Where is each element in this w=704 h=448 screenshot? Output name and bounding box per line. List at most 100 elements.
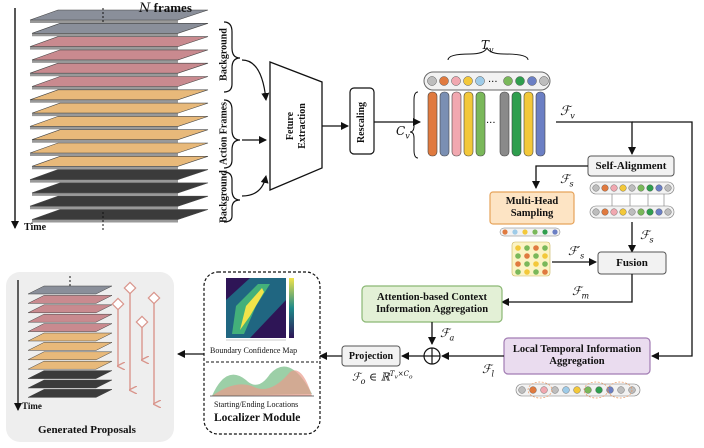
sequence-dot <box>655 184 663 192</box>
lta-dot <box>573 386 581 394</box>
feature-column <box>499 91 510 157</box>
proposal-intervals <box>111 281 159 404</box>
cv-label: Cv <box>396 124 410 141</box>
video-frame <box>29 195 209 207</box>
feature-column <box>439 91 450 157</box>
proposal-frame <box>27 342 113 351</box>
video-frame-edge <box>30 20 178 23</box>
video-frame <box>31 76 209 87</box>
feature-extraction-text: Feture Extraction <box>285 103 308 149</box>
video-frame <box>31 129 209 140</box>
grid-dot <box>542 245 548 251</box>
proposal-frame <box>27 351 113 361</box>
video-feature-tensor: ··· ··· <box>409 46 551 159</box>
lta-dot <box>584 386 592 394</box>
attention-context-label: Attention-based Context Information Aggr… <box>375 292 489 315</box>
grid-dot <box>524 261 530 267</box>
fm-label: ℱm <box>572 284 590 301</box>
feature-extraction-label: Feture Extraction <box>262 103 332 149</box>
feature-dot <box>475 76 485 86</box>
video-frame <box>29 89 209 101</box>
sequence-dot <box>619 208 627 216</box>
video-frame <box>31 22 209 34</box>
boundary-confidence-map-label: Boundary Confidence Map <box>210 346 298 355</box>
grid-dot <box>524 269 530 275</box>
segment-label-background-top: Background <box>218 28 230 81</box>
video-frame-edge <box>32 192 178 196</box>
feature-dot <box>503 76 513 86</box>
video-frame-edge <box>30 73 178 77</box>
proposal-start-marker <box>111 297 125 311</box>
video-frame-edge <box>32 33 178 37</box>
sequence-dot <box>646 208 654 216</box>
fs-label: ℱs <box>560 172 574 189</box>
sampling-dot <box>552 229 558 235</box>
feature-dot <box>463 76 473 86</box>
grid-dot <box>515 245 521 251</box>
feature-column <box>463 91 474 157</box>
local-window <box>527 381 553 399</box>
video-frame-edge <box>32 139 178 143</box>
proposal-frame <box>27 360 113 370</box>
sampling-dot <box>532 229 538 235</box>
video-frame-edge <box>30 179 178 183</box>
generated-proposals-label: Generated Proposals <box>38 424 136 436</box>
grid-dot <box>542 253 548 259</box>
lta-dot <box>518 386 526 394</box>
video-frame-edge <box>32 86 178 90</box>
feature-column <box>535 91 546 157</box>
feature-dot <box>427 76 437 86</box>
rescaling-text: Rescaling <box>356 101 368 143</box>
grid-dot <box>515 261 521 267</box>
video-frame <box>29 36 209 47</box>
lta-dot <box>551 386 559 394</box>
sequence-dot <box>628 208 636 216</box>
proposal-frame <box>27 379 113 389</box>
sampling-dot <box>522 229 528 235</box>
feature-column <box>451 91 462 157</box>
tv-label: Tv <box>481 38 494 55</box>
sequence-dot <box>646 184 654 192</box>
local-temporal-sequence <box>515 381 641 399</box>
proposal-frame <box>27 313 113 323</box>
video-frame-edge <box>32 113 178 117</box>
segment-label-background-bottom: Background <box>218 170 230 223</box>
video-frame <box>29 142 209 154</box>
sequence-dot <box>637 208 645 216</box>
video-frame <box>29 169 209 180</box>
lta-dot <box>540 386 548 394</box>
sequence-dot <box>610 208 618 216</box>
starting-ending-locations-label: Starting/Ending Locations <box>214 400 299 409</box>
grid-dot <box>542 269 548 275</box>
time-label: Time <box>24 222 47 233</box>
video-frame-edge <box>30 206 178 210</box>
localizer-module-label: Localizer Module <box>214 412 301 424</box>
grid-dot <box>524 253 530 259</box>
sequence-dot <box>592 184 600 192</box>
fv-label: ℱv <box>560 104 575 121</box>
video-frame <box>31 209 209 220</box>
feature-column <box>475 91 486 157</box>
proposal-frame <box>27 323 113 332</box>
video-frame <box>31 102 209 114</box>
rescaling-block <box>349 87 375 155</box>
feature-column <box>427 91 438 157</box>
frames-label-text: frames <box>153 0 192 15</box>
time-label-small: Time <box>22 401 42 411</box>
multi-head-sampling-block <box>489 191 575 225</box>
fusion-label: Fusion <box>616 257 648 269</box>
sampling-dot <box>512 229 518 235</box>
fs-label-2: ℱs <box>640 228 654 245</box>
grid-dot <box>533 245 539 251</box>
proposal-frame <box>27 332 113 342</box>
proposal-frame <box>27 304 113 314</box>
grid-dot <box>515 269 521 275</box>
fo-label: ℱo ∈ ℝTv×Co <box>352 370 413 386</box>
lta-dot <box>617 386 625 394</box>
sampling-dot <box>542 229 548 235</box>
sum-node <box>423 347 441 365</box>
video-frame <box>29 116 209 127</box>
grid-dot <box>515 253 521 259</box>
video-frame-edge <box>30 126 178 130</box>
